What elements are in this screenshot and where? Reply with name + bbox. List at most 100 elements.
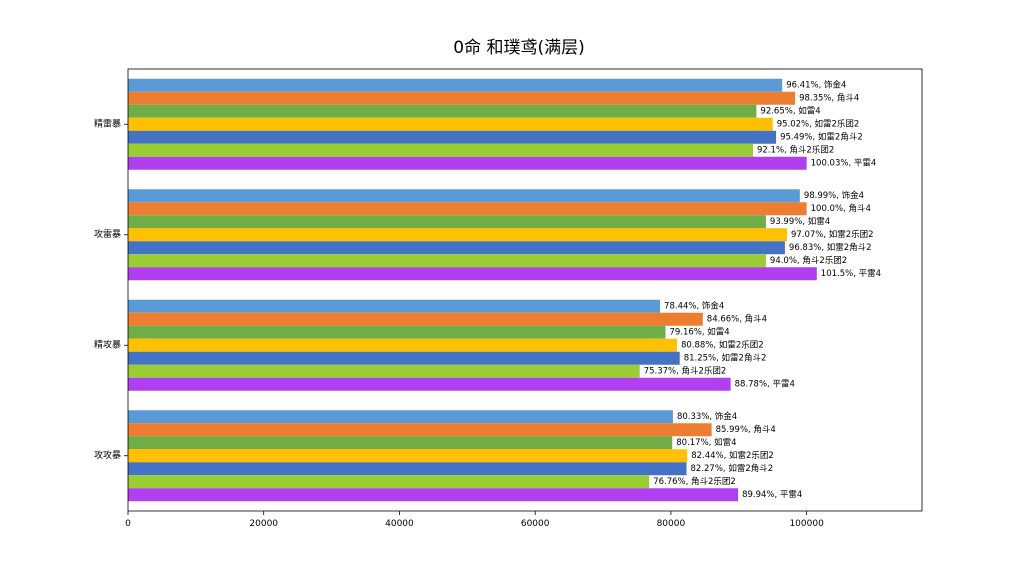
data-label-如雷4-精攻暴: 79.16%, 如雷4	[669, 326, 729, 337]
bar-平雷4-攻攻暴	[128, 488, 739, 502]
data-label-bg	[778, 131, 865, 143]
data-label-bg	[667, 326, 732, 338]
data-label-如雷2角斗2-精雷暴: 95.49%, 如雷2角斗2	[780, 131, 863, 142]
bar-平雷4-精攻暴	[128, 377, 731, 391]
bar-饰金4-精雷暴	[128, 78, 783, 92]
data-label-如雷2乐团2-精攻暴: 80.88%, 如雷2乐团2	[681, 339, 764, 350]
bar-平雷4-攻雷暴	[128, 267, 817, 281]
x-tick-label: 40000	[385, 519, 414, 529]
bar-角斗4-攻雷暴	[128, 202, 807, 216]
data-label-bg	[704, 313, 770, 325]
y-tick-label: 攻雷暴	[94, 228, 121, 240]
data-label-角斗4-精雷暴: 98.35%, 角斗4	[799, 92, 859, 103]
data-label-如雷2乐团2-攻雷暴: 97.07%, 如雷2乐团2	[791, 229, 874, 240]
data-label-如雷4-攻雷暴: 93.99%, 如雷4	[770, 216, 830, 227]
data-label-bg	[758, 105, 823, 117]
bar-如雷2乐团2-精雷暴	[128, 117, 773, 131]
bar-饰金4-精攻暴	[128, 299, 661, 313]
bar-如雷2角斗2-攻攻暴	[128, 462, 687, 476]
data-label-bg	[818, 268, 884, 279]
bar-如雷2乐团2-攻雷暴	[128, 228, 787, 242]
data-label-bg	[767, 215, 833, 227]
bar-平雷4-精雷暴	[128, 156, 807, 170]
bar-角斗2乐团2-攻雷暴	[128, 254, 766, 268]
data-label-bg	[808, 158, 879, 169]
bar-角斗2乐团2-精雷暴	[128, 143, 754, 157]
x-tick-label: 100000	[789, 519, 824, 529]
data-label-bg	[674, 410, 740, 422]
data-label-如雷2角斗2-攻雷暴: 96.83%, 如雷2角斗2	[789, 242, 872, 253]
data-label-如雷2角斗2-精攻暴: 81.25%, 如雷2角斗2	[684, 352, 767, 363]
data-label-bg	[732, 379, 797, 390]
data-label-bg	[755, 144, 837, 156]
data-label-bg	[689, 449, 776, 461]
data-label-bg	[688, 462, 776, 474]
y-tick-label: 攻攻暴	[94, 449, 121, 461]
data-label-平雷4-精雷暴: 100.03%, 平雷4	[811, 158, 877, 168]
bar-如雷4-攻雷暴	[128, 215, 766, 229]
bar-如雷4-攻攻暴	[128, 436, 673, 450]
data-label-如雷2角斗2-攻攻暴: 82.27%, 如雷2角斗2	[691, 463, 774, 474]
bar-如雷4-精雷暴	[128, 104, 757, 118]
x-axis-ticks: 0 20000 40000 60000 80000 100000	[125, 511, 824, 529]
data-label-饰金4-精雷暴: 96.41%, 饰金4	[786, 79, 846, 90]
data-label-角斗2乐团2-攻攻暴: 76.76%, 角斗2乐团2	[653, 476, 736, 487]
bar-角斗4-精攻暴	[128, 312, 703, 326]
bar-如雷2角斗2-攻雷暴	[128, 241, 785, 255]
data-label-角斗4-攻雷暴: 100.0%, 角斗4	[811, 203, 871, 214]
x-tick-label: 0	[125, 519, 131, 529]
data-label-bg	[679, 339, 766, 351]
bar-角斗4-攻攻暴	[128, 423, 712, 437]
bar-如雷2角斗2-精雷暴	[128, 130, 777, 144]
data-label-饰金4-攻雷暴: 98.99%, 饰金4	[804, 190, 864, 201]
data-label-角斗4-攻攻暴: 85.99%, 角斗4	[716, 424, 776, 435]
data-label-bg	[788, 228, 876, 240]
data-label-如雷2乐团2-精雷暴: 95.02%, 如雷2乐团2	[777, 118, 860, 129]
data-label-bg	[681, 352, 769, 364]
chart-title: 0命 和璞鸢(满层)	[453, 38, 584, 58]
data-label-如雷2乐团2-攻攻暴: 82.44%, 如雷2乐团2	[691, 450, 774, 461]
data-label-饰金4-精攻暴: 78.44%, 饰金4	[664, 300, 724, 311]
data-label-bg	[786, 241, 874, 253]
bar-如雷2角斗2-精攻暴	[128, 351, 680, 365]
data-label-bg	[808, 202, 873, 214]
bar-如雷2乐团2-精攻暴	[128, 338, 678, 352]
data-label-bg	[662, 300, 727, 312]
y-tick-label: 精攻暴	[94, 338, 121, 350]
data-label-角斗2乐团2-精攻暴: 75.37%, 角斗2乐团2	[644, 365, 727, 376]
data-label-bg	[767, 254, 850, 266]
data-label-bg	[641, 365, 729, 377]
data-label-bg	[784, 79, 849, 91]
data-label-如雷4-攻攻暴: 80.17%, 如雷4	[676, 437, 736, 448]
plot-frame	[127, 68, 923, 512]
bar-饰金4-攻攻暴	[128, 410, 673, 424]
y-tick-label: 精雷暴	[94, 117, 121, 129]
bar-角斗2乐团2-精攻暴	[128, 364, 640, 378]
data-label-bg	[797, 92, 862, 104]
data-label-bg	[674, 436, 739, 448]
data-label-bg	[801, 189, 867, 201]
data-label-平雷4-精攻暴: 88.78%, 平雷4	[735, 379, 795, 389]
data-label-bg	[713, 423, 778, 435]
data-label-平雷4-攻攻暴: 89.94%, 平雷4	[742, 490, 802, 500]
data-labels-group: 96.41%, 饰金4 98.35%, 角斗4 92.65%, 如雷4 95.02%,…	[641, 79, 884, 500]
x-tick-label: 60000	[521, 519, 550, 529]
data-label-角斗4-精攻暴: 84.66%, 角斗4	[707, 313, 767, 324]
bars-group	[128, 78, 817, 502]
bar-角斗2乐团2-攻攻暴	[128, 475, 650, 489]
data-label-bg	[651, 475, 738, 487]
data-label-角斗2乐团2-精雷暴: 92.1%, 角斗2乐团2	[757, 144, 834, 155]
data-label-bg	[774, 118, 862, 130]
x-tick-label: 80000	[657, 519, 686, 529]
data-label-饰金4-攻攻暴: 80.33%, 饰金4	[677, 411, 737, 422]
bar-如雷2乐团2-攻攻暴	[128, 449, 688, 463]
bar-角斗4-精雷暴	[128, 91, 796, 105]
bar-饰金4-攻雷暴	[128, 189, 800, 203]
data-label-bg	[740, 489, 805, 500]
data-label-平雷4-攻雷暴: 101.5%, 平雷4	[821, 269, 881, 279]
data-label-如雷4-精雷暴: 92.65%, 如雷4	[760, 105, 820, 116]
x-tick-label: 20000	[249, 519, 278, 529]
data-label-角斗2乐团2-攻雷暴: 94.0%, 角斗2乐团2	[770, 255, 847, 266]
